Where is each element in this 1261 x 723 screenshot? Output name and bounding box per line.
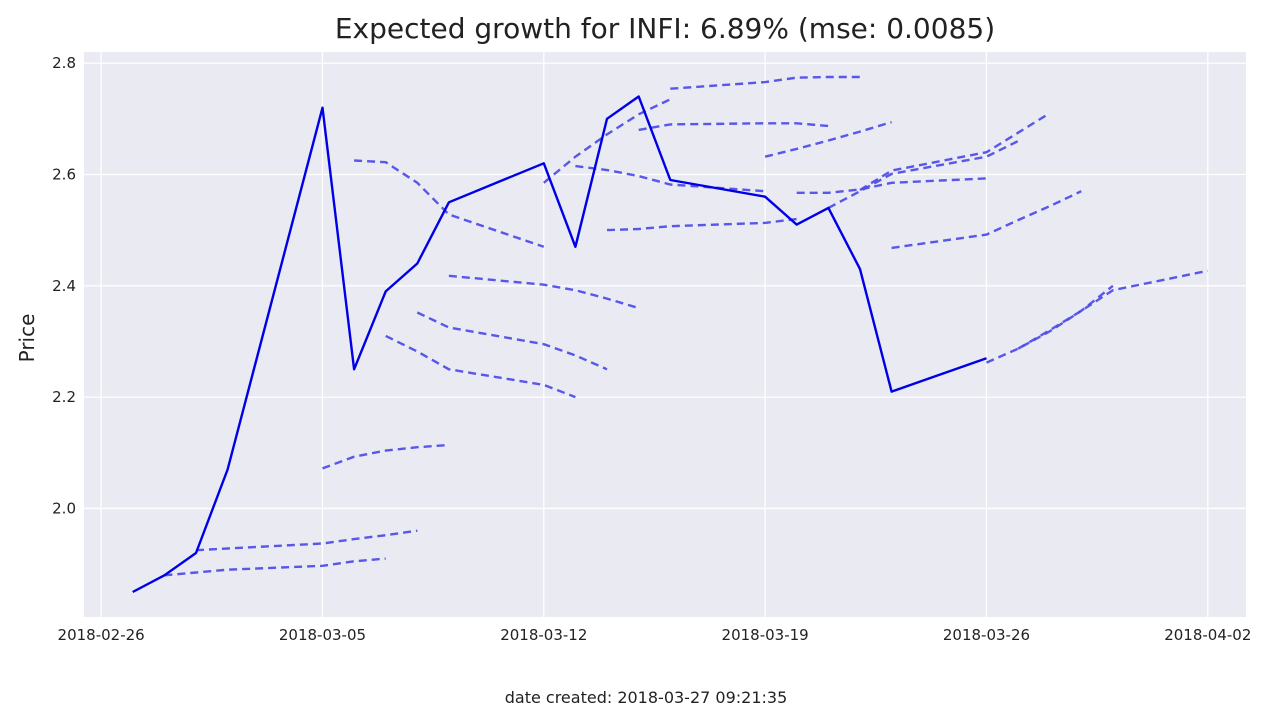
y-tick-label: 2.4 [52, 277, 76, 295]
x-tick-label: 2018-02-26 [58, 626, 145, 644]
forecast-line [448, 274, 640, 310]
y-tick-label: 2.6 [52, 165, 76, 183]
forecast-lines [164, 75, 1209, 577]
y-axis-ticks: 2.0 2.2 2.4 2.6 2.8 [52, 54, 76, 517]
forecast-line [195, 529, 418, 552]
forecast-line [322, 443, 449, 470]
forecast-line [986, 284, 1114, 364]
forecast-line [164, 557, 386, 577]
x-tick-label: 2018-03-12 [500, 626, 587, 644]
x-tick-label: 2018-03-26 [943, 626, 1030, 644]
chart-title: Expected growth for INFI: 6.89% (mse: 0.… [335, 12, 995, 45]
forecast-line [891, 190, 1082, 250]
forecast-line [638, 122, 829, 132]
forecast-line [827, 140, 1019, 209]
actual-price-line [132, 95, 987, 594]
forecast-line [1017, 269, 1209, 350]
forecast-line [859, 112, 1051, 192]
forecast-line [670, 75, 860, 90]
x-tick-label: 2018-04-02 [1164, 626, 1251, 644]
plot-background [84, 52, 1246, 617]
footer-date-created: date created: 2018-03-27 09:21:35 [505, 688, 788, 707]
grid [84, 52, 1246, 617]
forecast-line [385, 334, 576, 399]
x-tick-label: 2018-03-05 [279, 626, 366, 644]
actual-price-line-group [132, 95, 987, 594]
forecast-line [764, 120, 892, 158]
x-tick-label: 2018-03-19 [722, 626, 809, 644]
y-tick-label: 2.8 [52, 54, 76, 72]
forecast-line [416, 311, 608, 371]
y-tick-label: 2.0 [52, 499, 76, 517]
x-axis-ticks: 2018-02-26 2018-03-05 2018-03-12 2018-03-19… [58, 626, 1252, 644]
forecast-line [354, 159, 545, 248]
forecast-line [543, 98, 671, 184]
y-tick-label: 2.2 [52, 388, 76, 406]
y-axis-label: Price [15, 314, 39, 363]
